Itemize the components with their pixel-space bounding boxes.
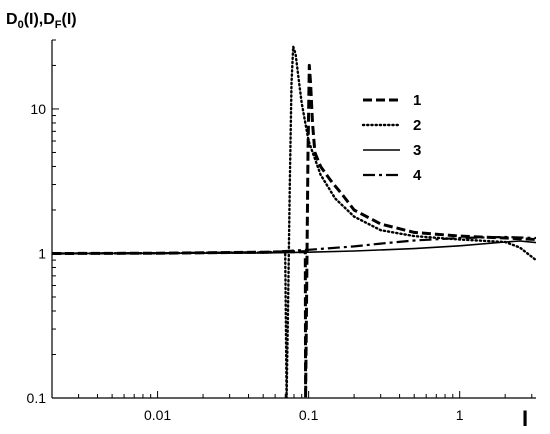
y-tick-label: 0.1 [27, 390, 47, 406]
plot-area: 0.01 0.1 1 0.1 1 10 1 2 3 4 [27, 39, 536, 423]
series-1-line [52, 63, 536, 398]
x-tick-label: 0.01 [144, 407, 171, 423]
y-axis-title-sub: F [55, 19, 62, 31]
legend-label-4: 4 [413, 167, 422, 184]
y-axis-title-part: (I) [62, 11, 77, 28]
y-tick-label: 10 [30, 101, 46, 117]
y-axis-title-part: D [43, 11, 55, 28]
legend-label-3: 3 [413, 142, 421, 159]
x-tick-label: 0.1 [299, 407, 319, 423]
y-axis-title-sub: 0 [18, 19, 24, 31]
x-tick-label: 1 [456, 407, 464, 423]
series-2-line [52, 45, 536, 398]
y-axis-title-part: (I), [24, 11, 44, 28]
x-axis-title: I [522, 406, 528, 431]
legend-label-1: 1 [413, 92, 421, 109]
series-4-line [52, 235, 536, 255]
y-axis-title: D0(I),DF(I) [6, 11, 77, 31]
y-tick-label: 1 [38, 245, 46, 261]
y-axis-title-part: D [6, 11, 18, 28]
series-3-line [52, 240, 536, 255]
legend-label-2: 2 [413, 117, 421, 134]
